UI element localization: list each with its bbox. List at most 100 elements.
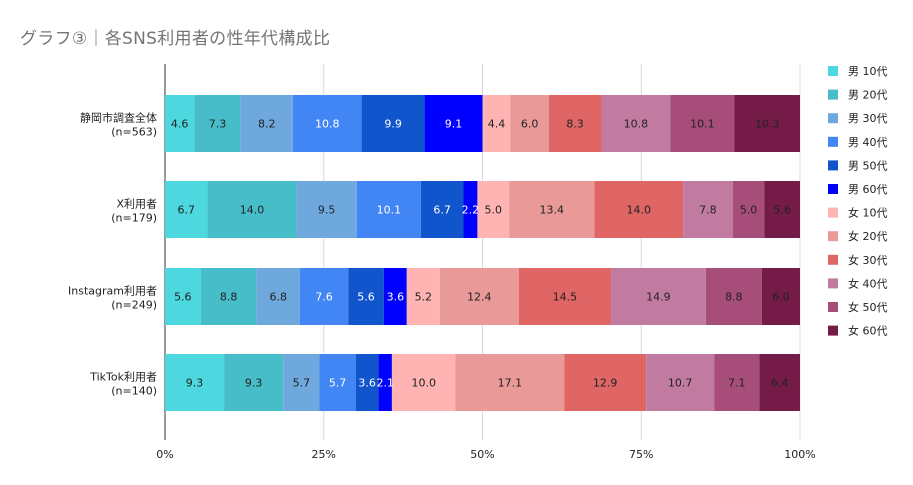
legend-item[interactable]: 女 20代: [828, 229, 888, 243]
bar-segment[interactable]: [299, 268, 349, 325]
data-label: 4.4: [488, 118, 506, 131]
legend-swatch: [828, 254, 838, 265]
legend-item[interactable]: 女 10代: [828, 206, 888, 220]
bar-segment[interactable]: [518, 268, 612, 325]
legend-item[interactable]: 男 60代: [828, 183, 888, 196]
bar-segment[interactable]: [482, 95, 511, 152]
data-label: 7.6: [315, 291, 333, 304]
bar-segment[interactable]: [714, 354, 760, 411]
bar-segment[interactable]: [734, 95, 800, 152]
data-label: 6.7: [433, 204, 451, 217]
bar-segment[interactable]: [356, 181, 421, 238]
bar-segment[interactable]: [683, 181, 733, 238]
legend-item[interactable]: 女 30代: [828, 253, 888, 267]
data-label: 5.0: [740, 204, 758, 217]
bar-segment[interactable]: [355, 354, 379, 411]
data-label: 3.6: [387, 291, 405, 304]
data-label: 5.0: [485, 204, 503, 217]
bar-segment[interactable]: [224, 354, 284, 411]
category-label: (n=140): [111, 385, 157, 398]
data-label: 7.1: [728, 377, 746, 390]
bar-segment[interactable]: [406, 268, 440, 325]
bar-segment[interactable]: [646, 354, 715, 411]
legend-swatch: [828, 278, 838, 289]
data-label: 10.1: [377, 204, 402, 217]
bar-segment[interactable]: [194, 95, 241, 152]
bar-segment[interactable]: [477, 181, 510, 238]
data-label: 9.9: [384, 118, 402, 131]
bar-segment[interactable]: [165, 95, 195, 152]
bar-segment[interactable]: [420, 181, 464, 238]
legend-item[interactable]: 女 40代: [828, 276, 888, 290]
bar-segment[interactable]: [611, 268, 706, 325]
bar-segment[interactable]: [361, 95, 425, 152]
bar-segment[interactable]: [705, 268, 762, 325]
legend-item[interactable]: 男 30代: [828, 112, 888, 125]
data-label: 6.0: [521, 118, 539, 131]
bar-segment[interactable]: [378, 354, 392, 411]
bar-segment[interactable]: [256, 268, 300, 325]
bar-segment[interactable]: [296, 181, 357, 238]
legend-label: 女 20代: [848, 229, 888, 243]
x-tick-label: 100%: [784, 448, 815, 461]
bar-segment[interactable]: [732, 181, 765, 238]
legend-item[interactable]: 男 10代: [828, 65, 888, 78]
legend-swatch: [828, 207, 838, 218]
bar-segments: [165, 95, 800, 411]
bar-segment[interactable]: [601, 95, 671, 152]
bar-segment[interactable]: [670, 95, 735, 152]
bar-segment[interactable]: [207, 181, 297, 238]
bar-segment[interactable]: [240, 95, 293, 152]
bar-segment[interactable]: [548, 95, 602, 152]
bar-segment[interactable]: [165, 181, 208, 238]
legend-label: 女 40代: [848, 276, 888, 290]
legend-item[interactable]: 女 60代: [828, 324, 888, 338]
legend-label: 男 60代: [848, 183, 888, 196]
bar-segment[interactable]: [509, 181, 595, 238]
data-label: 6.7: [178, 204, 196, 217]
data-label: 14.5: [553, 291, 578, 304]
data-label: 7.3: [209, 118, 227, 131]
bar-segment[interactable]: [283, 354, 320, 411]
bar-segment[interactable]: [391, 354, 456, 411]
data-label: 14.0: [626, 204, 651, 217]
legend-label: 女 50代: [848, 300, 888, 314]
bar-segment[interactable]: [165, 354, 225, 411]
bar-segment[interactable]: [510, 95, 549, 152]
legend-label: 女 30代: [848, 253, 888, 267]
legend-swatch: [828, 325, 838, 336]
bar-segment[interactable]: [348, 268, 384, 325]
bar-segment[interactable]: [759, 354, 800, 411]
bar-segment[interactable]: [455, 354, 565, 411]
bar-segment[interactable]: [424, 95, 483, 152]
bar-segment[interactable]: [564, 354, 647, 411]
bar-segment[interactable]: [292, 95, 362, 152]
data-label: 8.2: [258, 118, 276, 131]
bar-segment[interactable]: [200, 268, 257, 325]
legend-item[interactable]: 男 50代: [828, 159, 888, 172]
bar-segment[interactable]: [383, 268, 407, 325]
data-label: 8.8: [725, 291, 743, 304]
data-label: 10.8: [624, 118, 649, 131]
data-label: 5.6: [174, 291, 192, 304]
bar-segment[interactable]: [319, 354, 356, 411]
data-label: 14.0: [240, 204, 265, 217]
legend-item[interactable]: 男 20代: [828, 89, 888, 102]
data-label: 9.3: [245, 377, 263, 390]
data-label: 4.6: [171, 118, 189, 131]
bar-segment[interactable]: [761, 268, 800, 325]
data-label: 14.9: [646, 291, 671, 304]
legend-item[interactable]: 男 40代: [828, 136, 888, 149]
data-label: 10.0: [411, 377, 436, 390]
data-label: 17.1: [498, 377, 523, 390]
data-label: 10.8: [315, 118, 340, 131]
data-label: 9.5: [318, 204, 336, 217]
bar-segment[interactable]: [463, 181, 478, 238]
category-label: (n=563): [111, 126, 157, 139]
bar-segment[interactable]: [165, 268, 201, 325]
data-label: 10.3: [755, 118, 780, 131]
bar-segment[interactable]: [764, 181, 800, 238]
legend-item[interactable]: 女 50代: [828, 300, 888, 314]
bar-segment[interactable]: [594, 181, 684, 238]
bar-segment[interactable]: [439, 268, 519, 325]
